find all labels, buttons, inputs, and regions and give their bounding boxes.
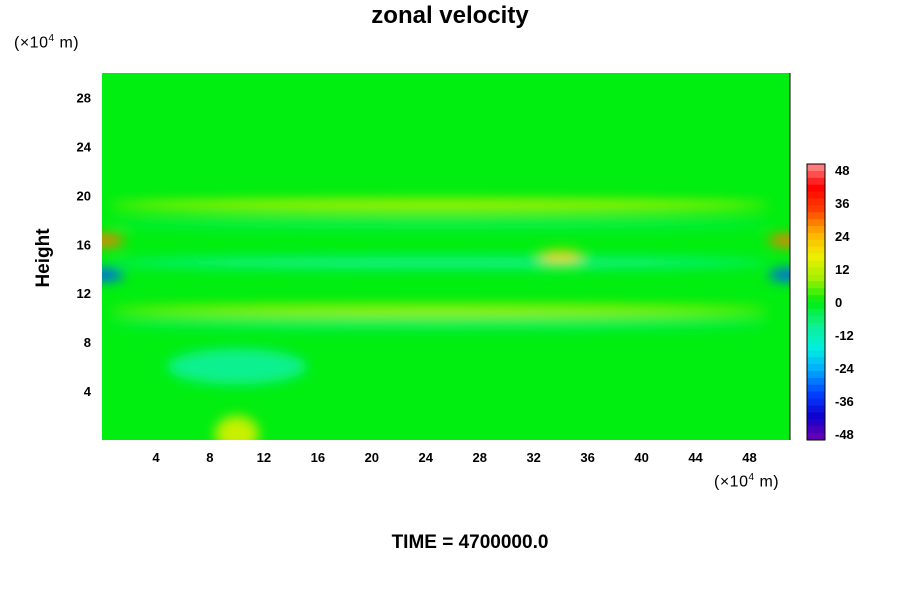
colorbar-tick-label: -12 (835, 328, 854, 343)
field-feature (109, 256, 770, 269)
field-feature (109, 217, 770, 230)
colorbar-segment (807, 357, 825, 365)
colorbar-segment (807, 267, 825, 275)
field-features (102, 199, 790, 440)
colorbar-segment (807, 398, 825, 406)
colorbar-segment (807, 377, 825, 386)
colorbar-segment (807, 308, 825, 317)
field-feature (768, 268, 790, 281)
x-tick-label: 44 (688, 450, 703, 465)
colorbar-segment (807, 433, 825, 441)
y-tick-label: 12 (77, 286, 91, 301)
colorbar-segment (807, 260, 825, 268)
colorbar-segment (807, 288, 825, 296)
colorbar-segment (807, 281, 825, 289)
y-unit-label: (×104 m) (14, 33, 80, 52)
field-feature (538, 250, 583, 263)
colorbar-frame (806, 163, 826, 441)
colorbar-tick-label: 24 (835, 229, 850, 244)
colorbar-segment (807, 295, 825, 303)
y-tick-label: 20 (77, 188, 91, 203)
colorbar-segment (807, 426, 825, 434)
colorbar-segment (807, 336, 825, 344)
x-tick-label: 40 (634, 450, 648, 465)
y-tick-label: 4 (84, 384, 92, 399)
field-feature (109, 304, 770, 317)
colorbar-tick-label: 48 (835, 163, 849, 178)
colorbar-segment (807, 322, 825, 331)
field-feature (214, 415, 259, 440)
field-background (102, 73, 790, 440)
colorbar-segment (807, 391, 825, 400)
field-feature (102, 234, 124, 247)
colorbar-segment (807, 329, 825, 337)
colorbar-segment (807, 412, 825, 420)
colorbar-segment (807, 177, 825, 186)
field-feature (102, 268, 124, 281)
colorbar-segment (807, 384, 825, 393)
x-tick-label: 16 (311, 450, 325, 465)
x-unit-label: (×104 m) (714, 472, 780, 491)
colorbar-segment (807, 233, 825, 241)
colorbar-tick-label: 36 (835, 196, 849, 211)
colorbar-segment (807, 239, 825, 248)
colorbar-segment (807, 226, 825, 234)
colorbar-tick-label: -36 (835, 394, 854, 409)
colorbar-segment (807, 170, 825, 179)
colorbar-segment (807, 191, 825, 199)
x-tick-label: 24 (419, 450, 434, 465)
colorbar-segment (807, 253, 825, 262)
colorbar-segment (807, 184, 825, 193)
y-axis: 4 8 12 16 20 24 28 (77, 90, 92, 399)
colorbar-segment (807, 246, 825, 255)
colorbar-tick-label: 0 (835, 295, 842, 310)
x-tick-label: 32 (526, 450, 540, 465)
colorbar-segment (807, 164, 825, 172)
field-feature (166, 348, 307, 385)
chart-title: zonal velocity (371, 2, 529, 29)
y-tick-label: 16 (77, 237, 91, 252)
colorbar-tick-label: 12 (835, 262, 849, 277)
colorbar-tick-label: -24 (835, 361, 855, 376)
colorbar-segment (807, 350, 825, 358)
colorbar-segment (807, 219, 825, 227)
y-tick-label: 24 (77, 139, 92, 154)
plot-area (102, 73, 790, 440)
colorbar-segment (807, 343, 825, 351)
colorbar-segment (807, 419, 825, 427)
x-tick-label: 36 (580, 450, 594, 465)
colorbar-segment (807, 205, 825, 213)
time-label: TIME = 4700000.0 (391, 532, 549, 553)
x-tick-label: 4 (152, 450, 160, 465)
x-tick-label: 12 (257, 450, 271, 465)
colorbar-segment (807, 212, 825, 220)
x-tick-label: 8 (206, 450, 213, 465)
colorbar-segment (807, 198, 825, 206)
x-tick-label: 20 (365, 450, 379, 465)
x-tick-label: 48 (742, 450, 756, 465)
colorbar-tick-label: -48 (835, 427, 854, 442)
colorbar: 48 36 24 12 0 -12 -24 -36 -48 (806, 163, 855, 442)
colorbar-segment (807, 274, 825, 282)
x-axis: 4 8 12 16 20 24 28 32 36 40 44 48 (152, 450, 756, 465)
x-tick-label: 28 (472, 450, 486, 465)
colorbar-segment (807, 405, 825, 413)
colorbar-segment (807, 371, 825, 379)
y-tick-label: 28 (77, 90, 91, 105)
field-feature (768, 234, 790, 247)
field-feature (109, 317, 770, 330)
colorbar-segment (807, 315, 825, 324)
field-feature (109, 199, 770, 212)
colorbar-segment (807, 364, 825, 372)
y-tick-label: 8 (84, 335, 91, 350)
colorbar-segment (807, 302, 825, 310)
